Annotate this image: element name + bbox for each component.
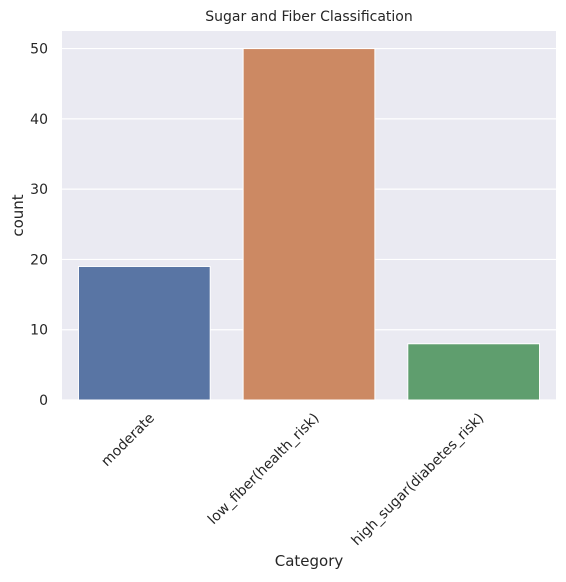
x-tick-label: moderate (98, 410, 157, 469)
bar-high-sugar-diabetes-risk (407, 343, 541, 401)
bar-low-fiber-health-risk (242, 48, 376, 401)
y-tick-labels: 0 10 20 30 40 50 (30, 42, 48, 409)
y-tick-label: 0 (39, 393, 48, 409)
y-tick-label: 20 (30, 252, 48, 268)
bar-moderate (77, 265, 211, 401)
x-tick-label: low_fiber(health_risk) (205, 410, 323, 528)
chart-title: Sugar and Fiber Classification (205, 9, 412, 25)
bars (77, 48, 541, 401)
y-axis-label: count (9, 194, 27, 236)
y-tick-label: 50 (30, 42, 48, 58)
y-tick-label: 10 (30, 323, 48, 339)
x-tick-labels: moderate low_fiber(health_risk) high_sugar… (98, 410, 487, 549)
y-tick-label: 30 (30, 182, 48, 198)
x-axis-label: Category (275, 552, 344, 570)
x-tick-label: high_sugar(diabetes_risk) (349, 410, 488, 549)
y-tick-label: 40 (30, 112, 48, 128)
